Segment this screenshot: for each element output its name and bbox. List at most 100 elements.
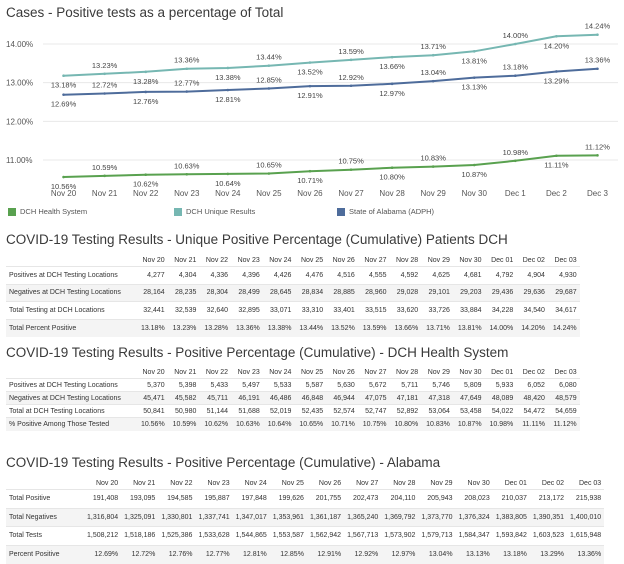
column-header: Nov 20: [142, 256, 165, 264]
table-cell: 13.71%: [421, 318, 453, 337]
column-header: Nov 23: [237, 368, 260, 376]
table-row: % Positive Among Those Tested 10.56% 10.59…: [6, 417, 580, 431]
table-cell: 12.97%: [381, 544, 419, 564]
table-cell: 13.28%: [199, 318, 232, 337]
table-cell: 1,553,587: [269, 526, 307, 545]
data-label: 12.91%: [297, 91, 323, 100]
table-cell: 1,365,240: [344, 507, 382, 527]
table-cell: 13.59%: [357, 318, 390, 337]
table-cell: 1,376,324: [455, 507, 493, 527]
x-tick-label: Nov 26: [297, 189, 323, 198]
data-label: 10.75%: [338, 157, 364, 166]
data-label: 10.64%: [215, 179, 241, 188]
data-point: [472, 76, 476, 79]
table-cell: 10.56%: [136, 417, 168, 431]
row-label: Total Testing at DCH Locations: [6, 301, 136, 319]
table-cell: 195,887: [195, 489, 233, 508]
table-cell: 1,579,713: [418, 526, 456, 545]
legend-label: DCH Unique Results: [186, 207, 256, 216]
column-header: Nov 23: [237, 256, 260, 264]
row-label: Percent Positive: [6, 544, 84, 564]
legend-item-dch-health-system[interactable]: DCH Health System: [8, 207, 87, 216]
data-point: [555, 70, 558, 73]
table-cell: 10.98%: [484, 417, 517, 431]
row-label: Total at DCH Testing Locations: [6, 404, 136, 418]
table-cell: 48,089: [484, 391, 517, 405]
data-label: 13.52%: [297, 68, 323, 77]
table-cell: 28,499: [231, 283, 263, 302]
row-label: Negatives at DCH Testing Locations: [6, 283, 136, 302]
data-point: [349, 84, 353, 88]
table-cell: 208,023: [455, 489, 493, 508]
table-cell: 10.65%: [294, 417, 327, 431]
data-label: 13.29%: [544, 76, 570, 85]
data-label: 10.71%: [297, 176, 323, 185]
legend-item-state-of-alabama[interactable]: State of Alabama (ADPH): [337, 207, 434, 216]
column-header: Nov 24: [269, 256, 292, 264]
data-point: [62, 93, 65, 96]
x-tick-label: Nov 20: [51, 189, 77, 198]
column-header: Dec 03: [554, 368, 577, 376]
table-cell: 4,277: [136, 266, 168, 284]
table-row: Positives at DCH Testing Locations 4,277 4…: [6, 266, 580, 284]
table-cell: 204,110: [381, 489, 419, 508]
table-cell: 29,436: [484, 283, 517, 302]
table-cell: 33,884: [452, 301, 485, 319]
column-header: Nov 22: [205, 256, 229, 264]
table-cell: 4,681: [452, 266, 485, 284]
data-point: [555, 154, 558, 158]
table-header-row: Nov 20 Nov 21 Nov 22 Nov 23 Nov 24 Nov 25 Nov …: [6, 477, 604, 490]
column-header: Nov 27: [364, 256, 387, 264]
row-label: Total Tests: [6, 526, 84, 545]
table-cell: 5,711: [389, 378, 422, 392]
table-cell: 10.64%: [262, 417, 295, 431]
data-label: 13.18%: [51, 81, 77, 90]
table-cell: 1,337,741: [195, 507, 233, 527]
table-cell: 53,064: [421, 404, 453, 418]
table-row: Total at DCH Testing Locations 50,841 50,9…: [6, 404, 580, 418]
table-cell: 1,593,842: [492, 526, 530, 545]
table-cell: 10.59%: [167, 417, 200, 431]
table-cell: 14.00%: [484, 318, 517, 337]
table-cell: 32,640: [199, 301, 232, 319]
table-cell: 1,533,628: [195, 526, 233, 545]
data-point: [431, 165, 435, 168]
table-cell: 47,075: [357, 391, 390, 405]
data-point: [226, 66, 230, 70]
column-header: Nov 26: [318, 479, 342, 487]
table-cell: 6,052: [516, 378, 548, 392]
column-header: Nov 22: [170, 479, 193, 487]
table-cell: 45,471: [136, 391, 168, 405]
table-cell: 5,630: [326, 378, 358, 392]
data-point: [431, 53, 435, 57]
table-unique-dch: Nov 20 Nov 21 Nov 22 Nov 23 Nov 24 Nov 25 Nov …: [6, 254, 580, 337]
table-cell: 1,330,801: [158, 507, 196, 527]
data-point: [103, 72, 106, 76]
table-header-row: Nov 20 Nov 21 Nov 22 Nov 23 Nov 24 Nov 25 Nov …: [6, 366, 580, 379]
column-header: Nov 25: [281, 479, 304, 487]
table-cell: 13.13%: [455, 544, 493, 564]
y-tick-label: 14.00%: [6, 40, 33, 49]
table-cell: 1,562,942: [306, 526, 345, 545]
data-label: 13.44%: [256, 53, 282, 62]
table-cell: 4,336: [199, 266, 232, 284]
row-label: Negatives at DCH Testing Locations: [6, 391, 136, 405]
column-header: Dec 02: [541, 479, 565, 487]
data-label: 10.87%: [462, 170, 488, 179]
table-row: Negatives at DCH Testing Locations 45,471…: [6, 391, 580, 405]
table-cell: 5,497: [231, 378, 263, 392]
table-cell: 1,383,805: [492, 507, 530, 527]
table-cell: 29,101: [421, 283, 453, 302]
table-cell: 1,584,347: [455, 526, 493, 545]
x-tick-label: Nov 21: [92, 189, 118, 198]
column-header: Nov 27: [364, 368, 387, 376]
table-cell: 1,573,902: [381, 526, 419, 545]
table-cell: 1,603,523: [529, 526, 568, 545]
column-header: Nov 28: [393, 479, 416, 487]
table-cell: 13.66%: [389, 318, 422, 337]
legend-item-dch-unique-results[interactable]: DCH Unique Results: [174, 207, 255, 216]
data-point: [596, 33, 599, 37]
table-cell: 10.83%: [421, 417, 453, 431]
data-label: 10.98%: [503, 148, 529, 157]
data-point: [144, 70, 147, 74]
